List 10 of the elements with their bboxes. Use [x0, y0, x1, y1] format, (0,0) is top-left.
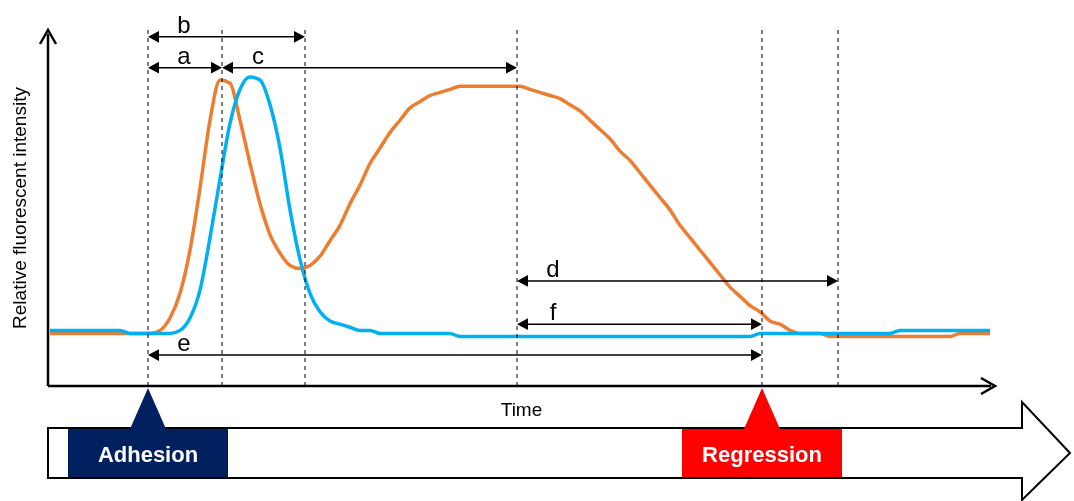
y-axis-title: Relative fluorescent intensity	[9, 86, 30, 329]
x-axis-title: Time	[500, 399, 543, 420]
text: a	[177, 41, 192, 69]
annotation: e	[177, 329, 191, 357]
text: Adhesion	[97, 442, 199, 467]
text: Regression	[702, 442, 822, 467]
text: c	[252, 41, 264, 69]
text: b	[177, 10, 191, 38]
annotation: f	[549, 298, 557, 326]
annotation: d	[546, 254, 560, 282]
